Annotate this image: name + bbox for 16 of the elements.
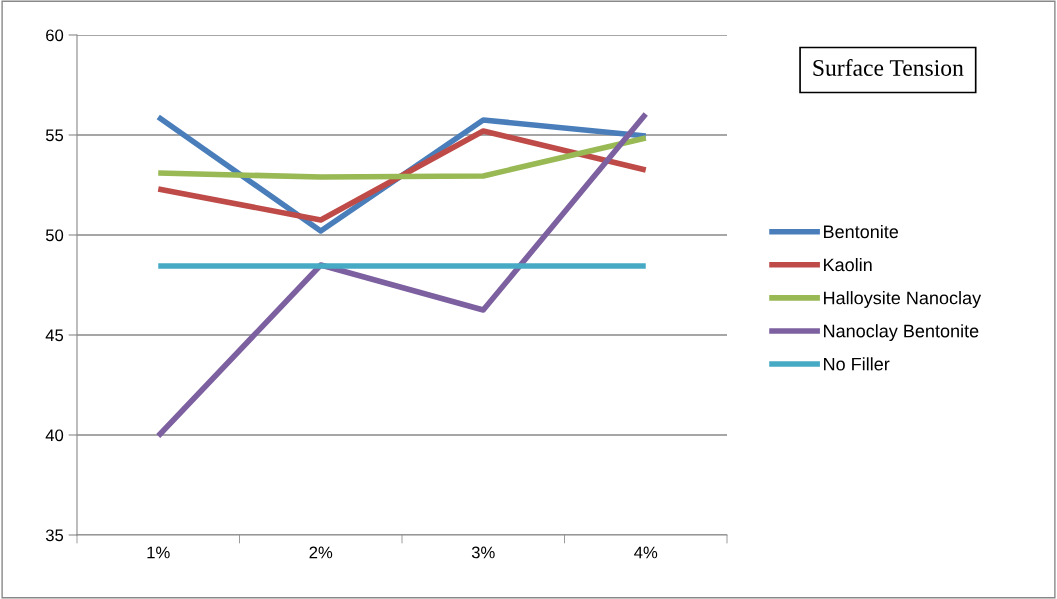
x-tick-label: 4%: [634, 546, 658, 559]
text: Surface Tension: [813, 59, 964, 76]
y-tick-label: 40: [45, 429, 64, 442]
x-tick-label: 3%: [471, 546, 495, 559]
legend-label: Bentonite: [824, 224, 899, 239]
legend-label: Halloysite Nanoclay: [824, 291, 982, 308]
y-tick-label: 35: [45, 529, 64, 542]
y-tick-label: 45: [45, 329, 64, 342]
x-tick-label: 1%: [147, 546, 170, 559]
legend-label: Kaolin: [824, 258, 872, 272]
y-tick-label: 60: [46, 29, 64, 42]
y-tick-label: 50: [45, 229, 64, 242]
legend-label: Nanoclay Bentonite: [824, 324, 979, 341]
x-tick-label: 2%: [309, 546, 333, 559]
legend-label: No Filler: [824, 357, 890, 371]
y-tick-label: 55: [45, 129, 64, 142]
